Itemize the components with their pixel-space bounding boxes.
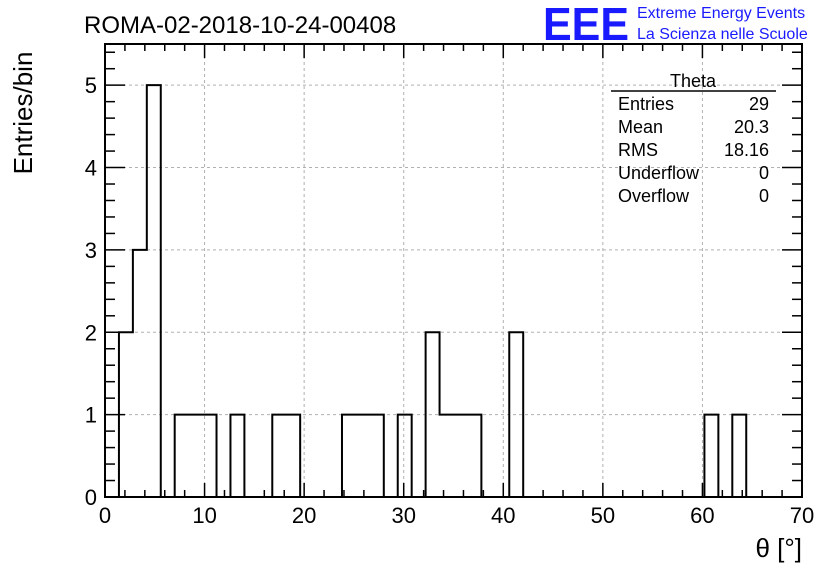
x-tick-label: 50 bbox=[591, 503, 615, 528]
stats-row-label: Entries bbox=[618, 94, 674, 114]
stats-row-value: 18.16 bbox=[724, 140, 769, 160]
y-tick-label: 4 bbox=[85, 156, 97, 181]
stats-row-value: 0 bbox=[759, 186, 769, 206]
x-tick-label: 30 bbox=[391, 503, 415, 528]
x-tick-label: 20 bbox=[292, 503, 316, 528]
x-tick-label: 40 bbox=[491, 503, 515, 528]
eee-logo-mark: EEE bbox=[543, 0, 629, 50]
x-tick-label: 60 bbox=[690, 503, 714, 528]
x-tick-label: 0 bbox=[99, 503, 111, 528]
eee-logo-line1: Extreme Energy Events bbox=[637, 5, 805, 22]
histogram-bin bbox=[440, 415, 454, 497]
stats-box-rows: Entries 29 Mean 20.3 RMS 18.16 Underflow 0 Overf… bbox=[618, 94, 769, 206]
stats-box-title: Theta bbox=[670, 71, 717, 91]
histogram-bin bbox=[467, 415, 481, 497]
histogram-outline bbox=[105, 84, 802, 498]
histogram-bin bbox=[398, 415, 412, 497]
histogram-bin bbox=[133, 250, 147, 497]
chart-title: ROMA-02-2018-10-24-00408 bbox=[84, 12, 396, 39]
axis-ticks bbox=[104, 44, 803, 498]
y-tick-label: 0 bbox=[85, 485, 97, 510]
stats-row-value: 20.3 bbox=[734, 117, 769, 137]
histogram-bin bbox=[189, 415, 203, 497]
eee-logo-line2: La Scienza nelle Scuole bbox=[637, 26, 808, 43]
histogram-bin bbox=[342, 415, 356, 497]
histogram-bin bbox=[286, 415, 300, 497]
histogram-bin bbox=[230, 415, 244, 497]
y-tick-label: 3 bbox=[85, 238, 97, 263]
stats-row-label: Mean bbox=[618, 117, 663, 137]
stats-row-label: Underflow bbox=[618, 163, 700, 183]
histogram-bin bbox=[704, 415, 718, 497]
grid-lines bbox=[105, 44, 802, 497]
tick-labels: 0 10 20 30 40 50 60 70 0 1 2 3 4 5 bbox=[85, 73, 814, 528]
stats-row-label: Overflow bbox=[618, 186, 690, 206]
histogram-bin bbox=[454, 415, 468, 497]
eee-logo: EEE Extreme Energy Events La Scienza nel… bbox=[543, 0, 808, 50]
histogram-bin bbox=[147, 85, 161, 497]
y-axis-title: Entries/bin bbox=[8, 52, 38, 175]
histogram-bin bbox=[175, 415, 189, 497]
histogram-bin bbox=[356, 415, 370, 497]
x-axis-title: θ [°] bbox=[755, 533, 802, 563]
stats-row-label: RMS bbox=[618, 140, 658, 160]
stats-row-value: 29 bbox=[749, 94, 769, 114]
x-tick-label: 10 bbox=[192, 503, 216, 528]
y-tick-label: 1 bbox=[85, 403, 97, 428]
y-tick-label: 2 bbox=[85, 320, 97, 345]
stats-row-value: 0 bbox=[759, 163, 769, 183]
histogram-bin bbox=[370, 415, 384, 497]
x-tick-label: 70 bbox=[790, 503, 814, 528]
y-tick-label: 5 bbox=[85, 73, 97, 98]
histogram-bin bbox=[272, 415, 286, 497]
histogram-bin bbox=[732, 415, 746, 497]
stats-box: Theta Entries 29 Mean 20.3 RMS 18.16 Underflow… bbox=[611, 71, 776, 206]
plot-frame bbox=[104, 43, 803, 498]
